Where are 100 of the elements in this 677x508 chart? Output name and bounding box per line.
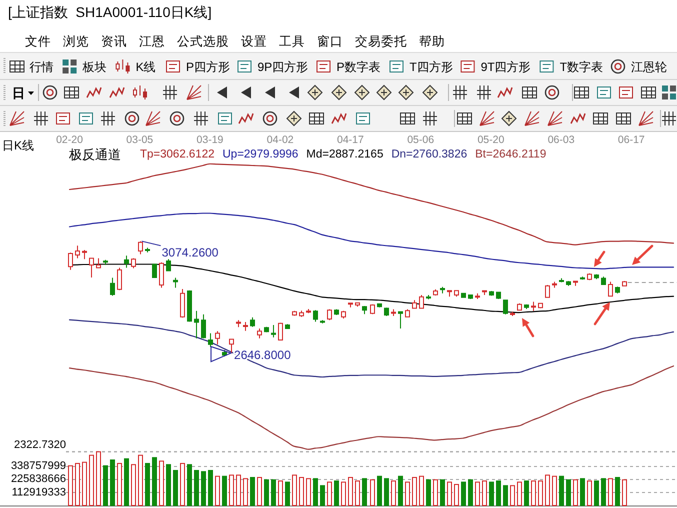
text: Bt=2646.2119 bbox=[475, 148, 546, 160]
candlestick bbox=[496, 291, 501, 300]
bar bbox=[278, 480, 283, 506]
candlestick bbox=[468, 294, 473, 300]
x-tick-label: 05-20 bbox=[477, 134, 504, 146]
bar bbox=[433, 479, 438, 506]
candlestick bbox=[531, 301, 536, 312]
candlestick bbox=[327, 308, 332, 321]
candlestick bbox=[271, 324, 276, 338]
candlestick bbox=[348, 302, 353, 308]
candlestick bbox=[292, 310, 297, 316]
bar bbox=[215, 476, 220, 506]
bar bbox=[419, 476, 424, 506]
bar bbox=[236, 474, 241, 506]
candlestick bbox=[159, 262, 164, 288]
bar bbox=[622, 479, 627, 506]
text: P数字表 bbox=[336, 60, 381, 74]
x-tick-label: 04-17 bbox=[337, 134, 364, 146]
bar bbox=[517, 482, 522, 506]
candlestick bbox=[461, 292, 466, 298]
bar bbox=[327, 482, 332, 506]
bar bbox=[313, 478, 318, 506]
bar bbox=[538, 480, 543, 506]
candlestick bbox=[573, 280, 578, 286]
candlestick bbox=[608, 281, 613, 298]
text: Md=2887.2165 bbox=[306, 148, 384, 160]
bar bbox=[348, 476, 353, 506]
bar bbox=[208, 470, 213, 506]
candlestick bbox=[320, 320, 325, 324]
bar bbox=[412, 476, 417, 506]
y-tick-label: 225838666 bbox=[10, 473, 66, 486]
text: 浏览 bbox=[63, 34, 89, 48]
bar bbox=[285, 482, 290, 506]
bar bbox=[440, 479, 445, 506]
bar bbox=[75, 462, 80, 506]
candlestick bbox=[391, 308, 396, 317]
bar bbox=[89, 454, 94, 506]
candlestick bbox=[552, 281, 557, 288]
bar bbox=[482, 480, 487, 506]
candlestick bbox=[117, 267, 122, 291]
candlestick bbox=[447, 290, 452, 298]
bar bbox=[152, 457, 157, 506]
candlestick bbox=[482, 290, 487, 296]
bar bbox=[187, 464, 192, 506]
candlestick bbox=[538, 302, 543, 309]
candlestick bbox=[587, 272, 592, 281]
candlestick bbox=[208, 332, 213, 348]
x-tick-label: 02-20 bbox=[56, 134, 84, 146]
text: 工具 bbox=[279, 34, 305, 48]
candlestick bbox=[384, 307, 389, 317]
text: 9T四方形 bbox=[480, 60, 531, 74]
candlestick bbox=[594, 274, 599, 280]
candlestick bbox=[355, 302, 360, 308]
bar bbox=[615, 476, 620, 506]
bar bbox=[306, 478, 311, 506]
text: Up=2979.9996 bbox=[222, 148, 298, 160]
candlestick bbox=[152, 263, 157, 278]
text: 交易委托 bbox=[355, 34, 407, 48]
candlestick bbox=[243, 321, 248, 332]
candlestick bbox=[475, 292, 480, 300]
candlestick bbox=[201, 314, 206, 339]
bar bbox=[594, 480, 599, 506]
bar bbox=[145, 462, 150, 506]
annotation: 3074.2600 bbox=[162, 246, 219, 260]
text: Dn=2760.3826 bbox=[391, 148, 468, 160]
candlestick bbox=[138, 240, 143, 255]
candlestick bbox=[278, 322, 283, 341]
candlestick bbox=[180, 288, 185, 318]
bar bbox=[355, 480, 360, 506]
bar bbox=[68, 465, 73, 506]
x-tick-label: 05-06 bbox=[407, 134, 434, 146]
candlestick bbox=[215, 330, 220, 345]
bar bbox=[426, 479, 431, 506]
bar bbox=[103, 465, 108, 506]
candlestick bbox=[615, 286, 620, 294]
candlestick bbox=[489, 290, 494, 296]
bar bbox=[362, 478, 367, 506]
bar bbox=[468, 479, 473, 506]
text: 江恩轮 bbox=[631, 60, 667, 74]
candlestick bbox=[419, 294, 424, 309]
bar bbox=[131, 464, 136, 506]
bar bbox=[510, 485, 515, 506]
bar bbox=[545, 474, 550, 506]
x-tick-label: 03-19 bbox=[196, 134, 224, 146]
candlestick bbox=[166, 258, 171, 272]
bar bbox=[370, 479, 375, 506]
bar bbox=[201, 471, 206, 506]
bar bbox=[489, 482, 494, 506]
text: 行情 bbox=[30, 60, 54, 74]
candlestick bbox=[370, 304, 375, 315]
text: 江恩 bbox=[139, 34, 165, 48]
candlestick bbox=[510, 311, 515, 317]
candlestick bbox=[545, 284, 550, 298]
y-tick-label: 112919333 bbox=[12, 486, 66, 498]
bar bbox=[573, 479, 578, 506]
bar bbox=[334, 480, 339, 506]
bar bbox=[194, 470, 199, 506]
bar bbox=[292, 474, 297, 506]
bar bbox=[229, 474, 234, 506]
candlestick bbox=[433, 288, 438, 296]
